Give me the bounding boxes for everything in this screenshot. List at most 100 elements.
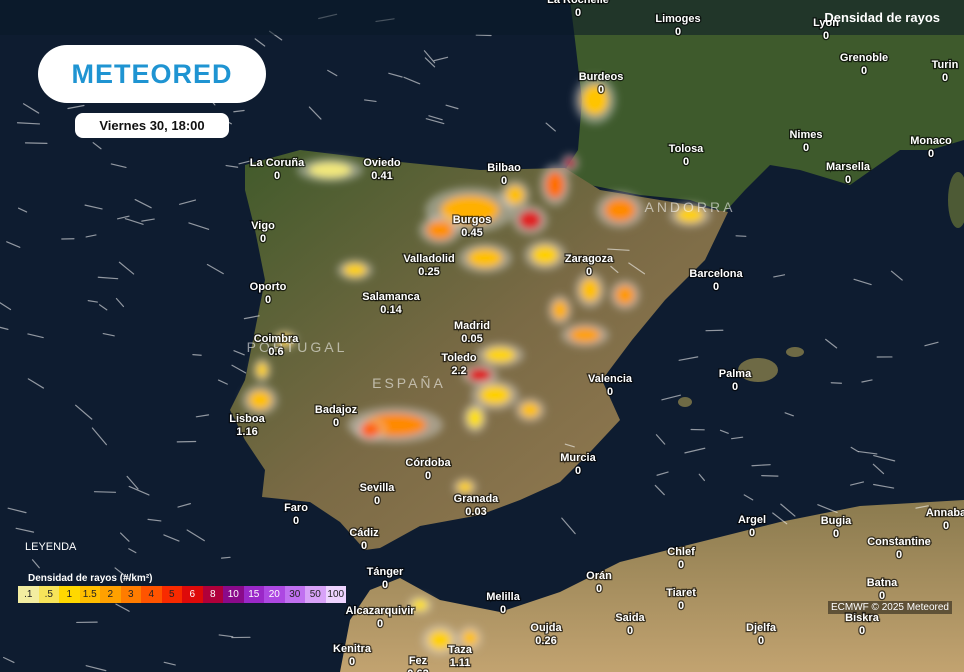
city-name: Murcia — [560, 452, 596, 464]
wind-streak — [17, 207, 28, 213]
wind-streak — [217, 379, 228, 385]
wind-streak — [445, 104, 459, 110]
logo[interactable]: METEORED — [38, 45, 266, 103]
city-value: 0 — [896, 549, 902, 561]
wind-streak — [110, 163, 127, 169]
city-name: Orán — [586, 570, 612, 582]
city-name: Córdoba — [405, 457, 451, 469]
wind-streak — [7, 507, 27, 514]
city-value: 0.6 — [268, 346, 283, 358]
wind-streak — [114, 567, 131, 581]
city-name: Monaco — [910, 135, 952, 147]
city-name: Badajoz — [315, 404, 358, 416]
wind-streak — [656, 471, 669, 476]
city-value: 0 — [293, 515, 299, 527]
legend-item: .1 — [18, 586, 39, 603]
city-name: Burgos — [453, 214, 492, 226]
city-value: 0 — [943, 520, 949, 532]
wind-streak — [118, 261, 135, 275]
city-value: 0 — [942, 72, 948, 84]
storm-cell — [360, 422, 380, 438]
wind-streak — [97, 276, 119, 280]
city-value: 0 — [861, 65, 867, 77]
wind-streak — [607, 248, 630, 251]
wind-streak — [761, 475, 779, 477]
wind-streak — [825, 338, 838, 349]
city-name: Limoges — [655, 13, 700, 25]
wind-streak — [27, 378, 45, 389]
layer-title[interactable]: Densidad de rayos — [824, 10, 940, 25]
city-value: 1.11 — [450, 657, 471, 669]
wind-streak — [0, 302, 12, 311]
storm-cell — [412, 599, 428, 611]
wind-streak — [425, 118, 445, 125]
storm-cell — [484, 347, 516, 363]
legend-item: .5 — [38, 586, 59, 603]
storm-cell — [343, 263, 367, 277]
wind-streak — [231, 364, 247, 374]
wind-streak — [126, 475, 139, 490]
legend-item: 100 — [325, 586, 346, 603]
corsica — [948, 172, 964, 228]
wind-streak — [128, 548, 137, 554]
region-label: ESPAÑA — [372, 375, 446, 391]
city-name: Grenoble — [840, 52, 888, 64]
lightning-areas — [242, 76, 711, 655]
city-value: 0.05 — [461, 333, 482, 345]
wind-streak — [91, 427, 107, 446]
city-value: 0 — [627, 625, 633, 637]
wind-streak — [388, 72, 403, 78]
wind-streak — [475, 34, 492, 37]
wind-streak — [93, 491, 117, 493]
storm-cell — [505, 185, 525, 205]
wind-streak — [308, 106, 322, 120]
wind-streak — [206, 263, 224, 275]
city-name: La Rochelle — [547, 0, 609, 6]
storm-cell — [569, 327, 601, 343]
city-value: 0 — [732, 381, 738, 393]
city-name: Bilbao — [487, 162, 521, 174]
storm-cell — [545, 171, 565, 199]
wind-streak — [654, 484, 665, 496]
city-name: Constantine — [867, 536, 931, 548]
city-name: Faro — [284, 502, 308, 514]
wind-streak — [124, 218, 144, 225]
wind-streak — [87, 300, 98, 303]
city-name: La Coruña — [250, 157, 305, 169]
wind-streak — [873, 483, 895, 489]
city-value: 0 — [425, 470, 431, 482]
wind-streak — [610, 265, 619, 274]
wind-streak — [16, 122, 41, 125]
storm-cell — [467, 248, 503, 268]
legend-item: 4 — [141, 586, 162, 603]
wind-streak — [233, 350, 245, 356]
legend-item: 20 — [264, 586, 285, 603]
wind-streak — [115, 297, 125, 308]
city-value: 0 — [879, 590, 885, 602]
wind-streak — [403, 76, 421, 85]
legend-item: 50 — [305, 586, 326, 603]
wind-streak — [830, 382, 843, 384]
city-value: 1.16 — [236, 426, 257, 438]
wind-streak — [730, 436, 744, 440]
city-name: Valencia — [588, 373, 633, 385]
wind-streak — [218, 634, 234, 638]
wind-streak — [873, 454, 896, 462]
wind-streak — [98, 304, 108, 311]
city-name: Tánger — [367, 566, 404, 578]
region-label: ANDORRA — [644, 199, 735, 215]
city-name: Djelfa — [746, 622, 777, 634]
legend-item: 1 — [59, 586, 80, 603]
city-name: Madrid — [454, 320, 490, 332]
city-name: Zaragoza — [565, 253, 614, 265]
storm-cell — [308, 162, 352, 178]
wind-streak — [117, 215, 130, 220]
wind-streak — [433, 56, 449, 62]
city-value: 0 — [500, 604, 506, 616]
wind-streak — [784, 412, 794, 417]
city-name: Vigo — [251, 220, 275, 232]
city-name: Alcazarquivir — [345, 605, 415, 617]
city-name: Sevilla — [360, 482, 396, 494]
